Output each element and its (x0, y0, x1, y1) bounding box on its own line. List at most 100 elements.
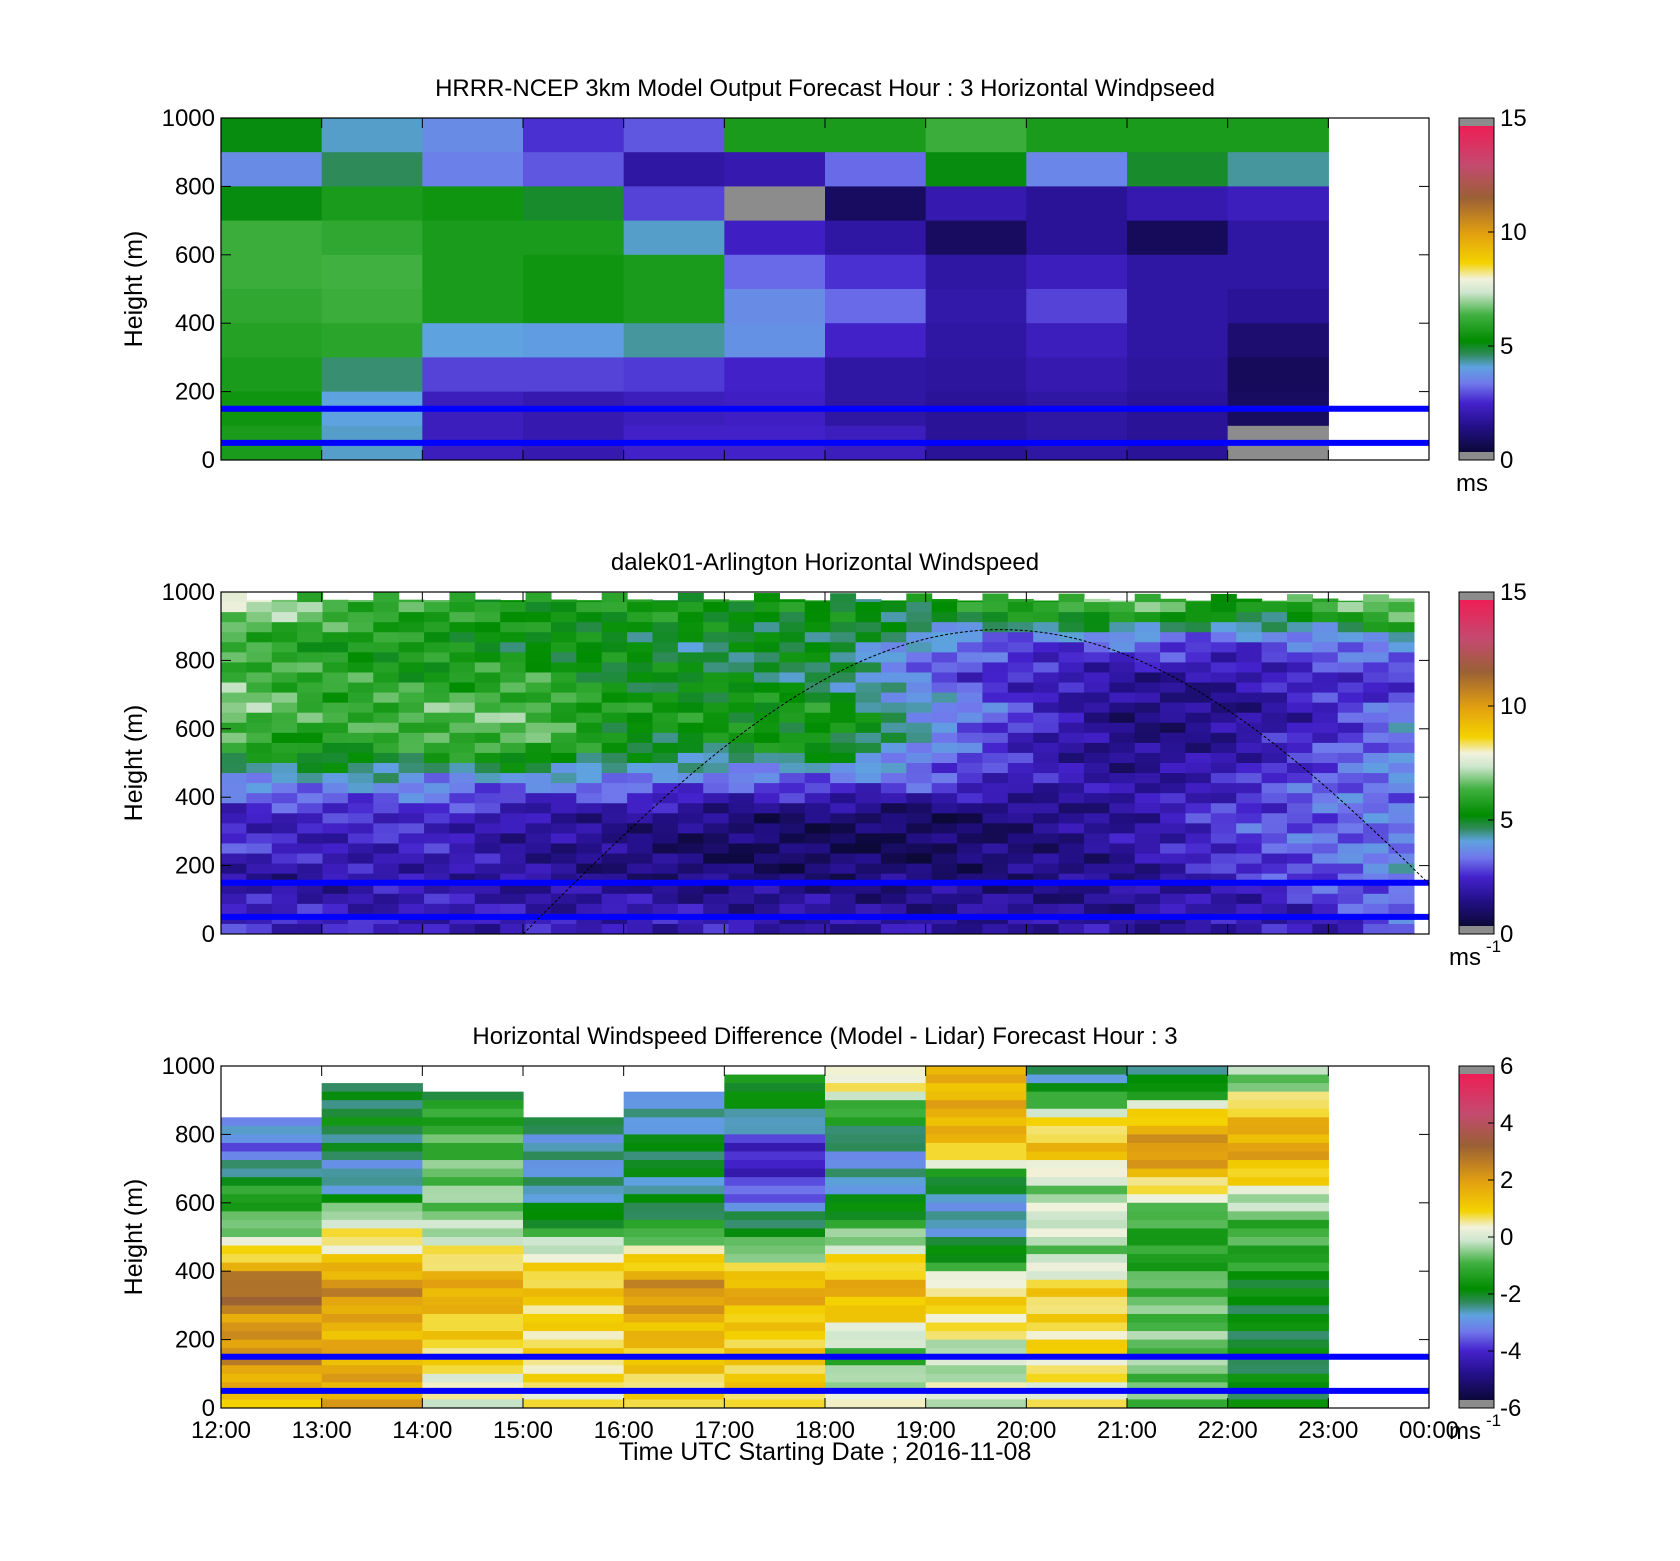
model-cell (724, 118, 826, 153)
lidar-cell (373, 833, 400, 845)
lidar-cell (1286, 612, 1313, 623)
lidar-cell (652, 642, 679, 653)
lidar-cell (855, 672, 882, 684)
lidar-cell (1312, 823, 1339, 835)
lidar-cell (1312, 752, 1339, 764)
lidar-cell (601, 722, 628, 734)
lidar-cell (449, 672, 476, 684)
lidar-cell (1160, 672, 1187, 684)
diff-cell (422, 1237, 524, 1247)
lidar-cell (1058, 593, 1085, 603)
diff-cell (724, 1339, 826, 1349)
diff-cell (321, 1279, 423, 1289)
lidar-cell (1388, 632, 1415, 643)
lidar-cell (677, 622, 704, 633)
lidar-cell (246, 632, 273, 643)
model-cell (1026, 152, 1128, 187)
lidar-cell (1185, 732, 1212, 744)
lidar-cell (1185, 600, 1212, 603)
lidar-cell (1337, 652, 1364, 664)
diff-cell (825, 1271, 927, 1281)
diff-cell (1127, 1100, 1229, 1110)
lidar-cell (804, 722, 831, 734)
lidar-cell (271, 883, 298, 895)
lidar-cell (322, 652, 349, 664)
diff-cell (825, 1100, 927, 1110)
diff-cell (1026, 1373, 1128, 1383)
diff-cell (623, 1134, 725, 1144)
diff-cell (422, 1348, 524, 1358)
lidar-cell (1236, 873, 1263, 885)
lidar-cell (474, 672, 501, 684)
diff-cell (1026, 1100, 1128, 1110)
lidar-cell (1160, 732, 1187, 744)
lidar-cell (1236, 722, 1263, 734)
lidar-cell (957, 742, 984, 754)
lidar-cell (1007, 598, 1034, 603)
model-cell (1227, 289, 1329, 324)
diff-cell (523, 1390, 625, 1401)
lidar-cell (677, 903, 704, 915)
lidar-cell (1058, 903, 1085, 915)
lidar-cell (1007, 803, 1034, 814)
lidar-cell (957, 612, 984, 623)
model-cell (321, 186, 423, 222)
model-cell (321, 118, 423, 153)
diff-cell (724, 1262, 826, 1272)
diff-cell (925, 1305, 1027, 1315)
lidar-cell (322, 712, 349, 724)
lidar-cell (1083, 893, 1110, 905)
lidar-cell (931, 752, 958, 764)
lidar-cell (550, 612, 577, 623)
x-tick-label: 16:00 (594, 1417, 654, 1444)
lidar-cell (982, 722, 1009, 734)
lidar-cell (322, 622, 349, 633)
lidar-cell (1109, 903, 1136, 915)
lidar-cell (1286, 843, 1313, 855)
lidar-cell (677, 803, 704, 814)
lidar-cell (1312, 662, 1339, 674)
lidar-cell (804, 742, 831, 754)
lidar-cell (931, 602, 958, 613)
lidar-cell (728, 752, 755, 764)
diff-cell (825, 1382, 927, 1392)
lidar-cell (474, 873, 501, 885)
diff-cell (1227, 1390, 1329, 1401)
lidar-cell (1337, 763, 1364, 774)
model-cell (422, 289, 524, 324)
lidar-cell (1033, 893, 1060, 905)
diff-cell (724, 1313, 826, 1324)
diff-cell (1026, 1211, 1128, 1221)
lidar-cell (1058, 803, 1085, 814)
lidar-cell (500, 672, 527, 684)
lidar-cell (804, 632, 831, 643)
diff-cell (221, 1305, 323, 1315)
lidar-cell (1363, 803, 1390, 814)
diff-cell (925, 1245, 1027, 1255)
lidar-cell (373, 602, 400, 613)
diff-cell (422, 1108, 524, 1118)
lidar-cell (525, 642, 552, 653)
lidar-cell (373, 692, 400, 704)
lidar-cell (982, 702, 1009, 714)
lidar-cell (855, 602, 882, 613)
lidar-cell (1261, 793, 1288, 804)
lidar-cell (500, 803, 527, 814)
lidar-cell (957, 702, 984, 714)
diff-cell (1227, 1091, 1329, 1101)
lidar-cell (1388, 622, 1415, 633)
model-cell (1127, 254, 1229, 290)
model-cell (825, 289, 927, 324)
lidar-cell (373, 803, 400, 814)
lidar-cell (1236, 893, 1263, 905)
lidar-cell (271, 742, 298, 754)
lidar-cell (1083, 833, 1110, 845)
diff-cell (1227, 1160, 1329, 1170)
lidar-cell (1033, 923, 1060, 934)
lidar-cell (703, 672, 730, 684)
lidar-cell (1261, 923, 1288, 934)
diff-cell (724, 1322, 826, 1332)
lidar-cell (931, 652, 958, 664)
diff-cell (523, 1245, 625, 1255)
lidar-cell (1286, 823, 1313, 835)
